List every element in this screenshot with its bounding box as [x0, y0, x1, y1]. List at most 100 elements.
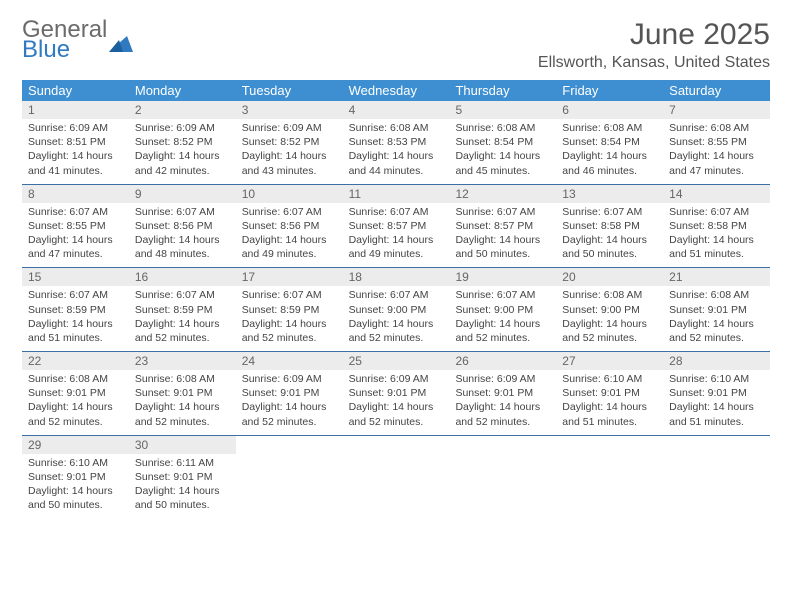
- day-cell: 22Sunrise: 6:08 AMSunset: 9:01 PMDayligh…: [22, 352, 129, 435]
- day-number: 1: [22, 101, 129, 119]
- sunset-line: Sunset: 8:58 PM: [669, 219, 764, 233]
- day-cell: 16Sunrise: 6:07 AMSunset: 8:59 PMDayligh…: [129, 268, 236, 351]
- weekday-header: Sunday: [22, 80, 129, 101]
- sun-times: Sunrise: 6:07 AMSunset: 8:57 PMDaylight:…: [449, 203, 556, 268]
- sunrise-line: Sunrise: 6:10 AM: [669, 372, 764, 386]
- sunrise-line: Sunrise: 6:10 AM: [562, 372, 657, 386]
- daylight-line: Daylight: 14 hours and 43 minutes.: [242, 149, 337, 177]
- daylight-line: Daylight: 14 hours and 52 minutes.: [242, 400, 337, 428]
- sunrise-line: Sunrise: 6:09 AM: [455, 372, 550, 386]
- sun-times: Sunrise: 6:08 AMSunset: 8:53 PMDaylight:…: [343, 119, 450, 184]
- daylight-line: Daylight: 14 hours and 52 minutes.: [349, 317, 444, 345]
- sun-times: Sunrise: 6:09 AMSunset: 8:51 PMDaylight:…: [22, 119, 129, 184]
- day-number: 28: [663, 352, 770, 370]
- weekday-header: Tuesday: [236, 80, 343, 101]
- sunrise-line: Sunrise: 6:08 AM: [28, 372, 123, 386]
- sun-times: Sunrise: 6:08 AMSunset: 8:55 PMDaylight:…: [663, 119, 770, 184]
- day-number: 17: [236, 268, 343, 286]
- sunset-line: Sunset: 9:01 PM: [135, 386, 230, 400]
- day-number: [556, 436, 663, 454]
- day-number: 2: [129, 101, 236, 119]
- sun-times: Sunrise: 6:09 AMSunset: 9:01 PMDaylight:…: [343, 370, 450, 435]
- calendar-grid: Sunday Monday Tuesday Wednesday Thursday…: [22, 80, 770, 518]
- sun-times: Sunrise: 6:09 AMSunset: 9:01 PMDaylight:…: [236, 370, 343, 435]
- title-block: June 2025 Ellsworth, Kansas, United Stat…: [538, 18, 770, 72]
- day-cell: 30Sunrise: 6:11 AMSunset: 9:01 PMDayligh…: [129, 436, 236, 519]
- sunrise-line: Sunrise: 6:08 AM: [562, 121, 657, 135]
- sunrise-line: Sunrise: 6:09 AM: [28, 121, 123, 135]
- sun-times: Sunrise: 6:09 AMSunset: 9:01 PMDaylight:…: [449, 370, 556, 435]
- weekday-header: Friday: [556, 80, 663, 101]
- sunset-line: Sunset: 8:57 PM: [455, 219, 550, 233]
- day-cell: 7Sunrise: 6:08 AMSunset: 8:55 PMDaylight…: [663, 101, 770, 184]
- day-cell: 20Sunrise: 6:08 AMSunset: 9:00 PMDayligh…: [556, 268, 663, 351]
- daylight-line: Daylight: 14 hours and 52 minutes.: [562, 317, 657, 345]
- sun-times: Sunrise: 6:07 AMSunset: 8:59 PMDaylight:…: [22, 286, 129, 351]
- day-number: 3: [236, 101, 343, 119]
- day-cell: 23Sunrise: 6:08 AMSunset: 9:01 PMDayligh…: [129, 352, 236, 435]
- weekday-header: Wednesday: [343, 80, 450, 101]
- day-number: 20: [556, 268, 663, 286]
- daylight-line: Daylight: 14 hours and 51 minutes.: [669, 233, 764, 261]
- day-number: 15: [22, 268, 129, 286]
- day-number: 6: [556, 101, 663, 119]
- sun-times: Sunrise: 6:08 AMSunset: 9:01 PMDaylight:…: [22, 370, 129, 435]
- sun-times: Sunrise: 6:09 AMSunset: 8:52 PMDaylight:…: [129, 119, 236, 184]
- daylight-line: Daylight: 14 hours and 41 minutes.: [28, 149, 123, 177]
- sunset-line: Sunset: 9:01 PM: [135, 470, 230, 484]
- day-number: 14: [663, 185, 770, 203]
- day-cell: 17Sunrise: 6:07 AMSunset: 8:59 PMDayligh…: [236, 268, 343, 351]
- sunset-line: Sunset: 9:01 PM: [669, 386, 764, 400]
- day-number: 5: [449, 101, 556, 119]
- sunset-line: Sunset: 8:58 PM: [562, 219, 657, 233]
- sunrise-line: Sunrise: 6:09 AM: [242, 121, 337, 135]
- day-cell: [343, 436, 450, 519]
- daylight-line: Daylight: 14 hours and 47 minutes.: [669, 149, 764, 177]
- day-cell: 3Sunrise: 6:09 AMSunset: 8:52 PMDaylight…: [236, 101, 343, 184]
- sunset-line: Sunset: 9:00 PM: [455, 303, 550, 317]
- day-cell: 10Sunrise: 6:07 AMSunset: 8:56 PMDayligh…: [236, 185, 343, 268]
- sunrise-line: Sunrise: 6:11 AM: [135, 456, 230, 470]
- daylight-line: Daylight: 14 hours and 51 minutes.: [562, 400, 657, 428]
- sunrise-line: Sunrise: 6:07 AM: [28, 288, 123, 302]
- day-number: 19: [449, 268, 556, 286]
- day-cell: 4Sunrise: 6:08 AMSunset: 8:53 PMDaylight…: [343, 101, 450, 184]
- day-number: [663, 436, 770, 454]
- day-cell: [556, 436, 663, 519]
- day-number: 25: [343, 352, 450, 370]
- day-number: 11: [343, 185, 450, 203]
- sunrise-line: Sunrise: 6:08 AM: [135, 372, 230, 386]
- week-row: 29Sunrise: 6:10 AMSunset: 9:01 PMDayligh…: [22, 436, 770, 519]
- daylight-line: Daylight: 14 hours and 52 minutes.: [135, 317, 230, 345]
- sun-times: Sunrise: 6:07 AMSunset: 8:58 PMDaylight:…: [663, 203, 770, 268]
- sunset-line: Sunset: 9:01 PM: [28, 386, 123, 400]
- sunset-line: Sunset: 8:54 PM: [455, 135, 550, 149]
- page-header: General Blue June 2025 Ellsworth, Kansas…: [22, 18, 770, 72]
- location-subtitle: Ellsworth, Kansas, United States: [538, 54, 770, 72]
- daylight-line: Daylight: 14 hours and 52 minutes.: [242, 317, 337, 345]
- day-number: 24: [236, 352, 343, 370]
- day-number: 22: [22, 352, 129, 370]
- daylight-line: Daylight: 14 hours and 52 minutes.: [455, 317, 550, 345]
- day-number: 18: [343, 268, 450, 286]
- sunrise-line: Sunrise: 6:07 AM: [455, 288, 550, 302]
- sunset-line: Sunset: 8:59 PM: [28, 303, 123, 317]
- sunset-line: Sunset: 8:56 PM: [242, 219, 337, 233]
- sunrise-line: Sunrise: 6:10 AM: [28, 456, 123, 470]
- day-number: [449, 436, 556, 454]
- sunrise-line: Sunrise: 6:07 AM: [349, 205, 444, 219]
- day-cell: 11Sunrise: 6:07 AMSunset: 8:57 PMDayligh…: [343, 185, 450, 268]
- day-cell: 28Sunrise: 6:10 AMSunset: 9:01 PMDayligh…: [663, 352, 770, 435]
- logo: General Blue: [22, 18, 133, 62]
- sunrise-line: Sunrise: 6:07 AM: [135, 288, 230, 302]
- day-cell: 26Sunrise: 6:09 AMSunset: 9:01 PMDayligh…: [449, 352, 556, 435]
- sunrise-line: Sunrise: 6:07 AM: [242, 205, 337, 219]
- sunset-line: Sunset: 8:53 PM: [349, 135, 444, 149]
- sunset-line: Sunset: 9:01 PM: [562, 386, 657, 400]
- sun-times: Sunrise: 6:10 AMSunset: 9:01 PMDaylight:…: [22, 454, 129, 519]
- sun-times: Sunrise: 6:10 AMSunset: 9:01 PMDaylight:…: [663, 370, 770, 435]
- daylight-line: Daylight: 14 hours and 49 minutes.: [349, 233, 444, 261]
- day-cell: 5Sunrise: 6:08 AMSunset: 8:54 PMDaylight…: [449, 101, 556, 184]
- day-cell: 27Sunrise: 6:10 AMSunset: 9:01 PMDayligh…: [556, 352, 663, 435]
- daylight-line: Daylight: 14 hours and 42 minutes.: [135, 149, 230, 177]
